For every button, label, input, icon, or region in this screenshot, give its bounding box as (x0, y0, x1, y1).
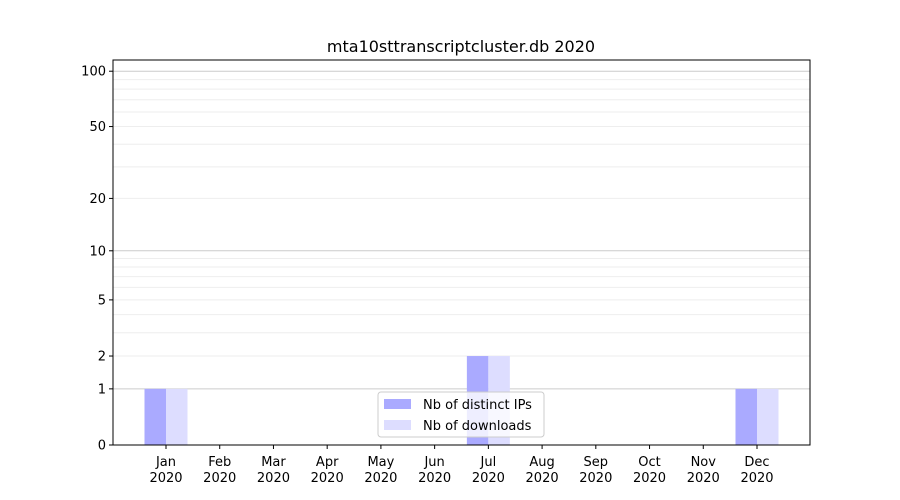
x-tick-label: 2020 (311, 471, 344, 486)
y-tick-label: 0 (98, 439, 106, 454)
x-tick-label: 2020 (418, 471, 451, 486)
x-tick-label: Feb (208, 455, 231, 470)
x-tick-label: Apr (316, 455, 339, 470)
legend-swatch (384, 399, 411, 409)
y-tick-label: 5 (98, 293, 106, 308)
x-tick-label: 2020 (526, 471, 559, 486)
x-tick-label: 2020 (633, 471, 666, 486)
x-tick-label: 2020 (740, 471, 773, 486)
legend-label: Nb of downloads (423, 419, 532, 434)
plot-frame (112, 59, 811, 446)
x-tick-label: Oct (638, 455, 660, 470)
bar-downloads (757, 388, 779, 445)
x-tick-label: 2020 (579, 471, 612, 486)
x-tick-label: Aug (529, 455, 554, 470)
y-tick-label: 50 (89, 120, 106, 135)
x-tick-label: 2020 (472, 471, 505, 486)
x-tick-label: Dec (744, 455, 769, 470)
x-tick-label: 2020 (149, 471, 182, 486)
legend (377, 391, 545, 438)
x-tick-label: 2020 (203, 471, 236, 486)
x-tick-label: Nov (691, 455, 717, 470)
bar-distinct-ips (735, 388, 757, 445)
bar-distinct-ips (144, 388, 166, 445)
y-tick-label: 100 (81, 65, 106, 80)
y-tick-label: 1 (98, 382, 106, 397)
x-tick-label: Mar (261, 455, 286, 470)
x-tick-label: Jul (480, 455, 497, 470)
x-tick-label: Sep (584, 455, 609, 470)
x-tick-label: 2020 (257, 471, 290, 486)
x-tick-label: May (367, 455, 394, 470)
chart-title: mta10sttranscriptcluster.db 2020 (327, 37, 595, 56)
legend-label: Nb of distinct IPs (423, 398, 532, 413)
x-tick-label: 2020 (687, 471, 720, 486)
x-tick-label: Jun (423, 455, 444, 470)
y-tick-label: 2 (98, 350, 106, 365)
bar-downloads (166, 388, 188, 445)
x-tick-label: 2020 (364, 471, 397, 486)
x-tick-label: Jan (155, 455, 176, 470)
y-tick-label: 10 (89, 244, 106, 259)
y-tick-label: 20 (89, 192, 106, 207)
legend-swatch (384, 420, 411, 430)
